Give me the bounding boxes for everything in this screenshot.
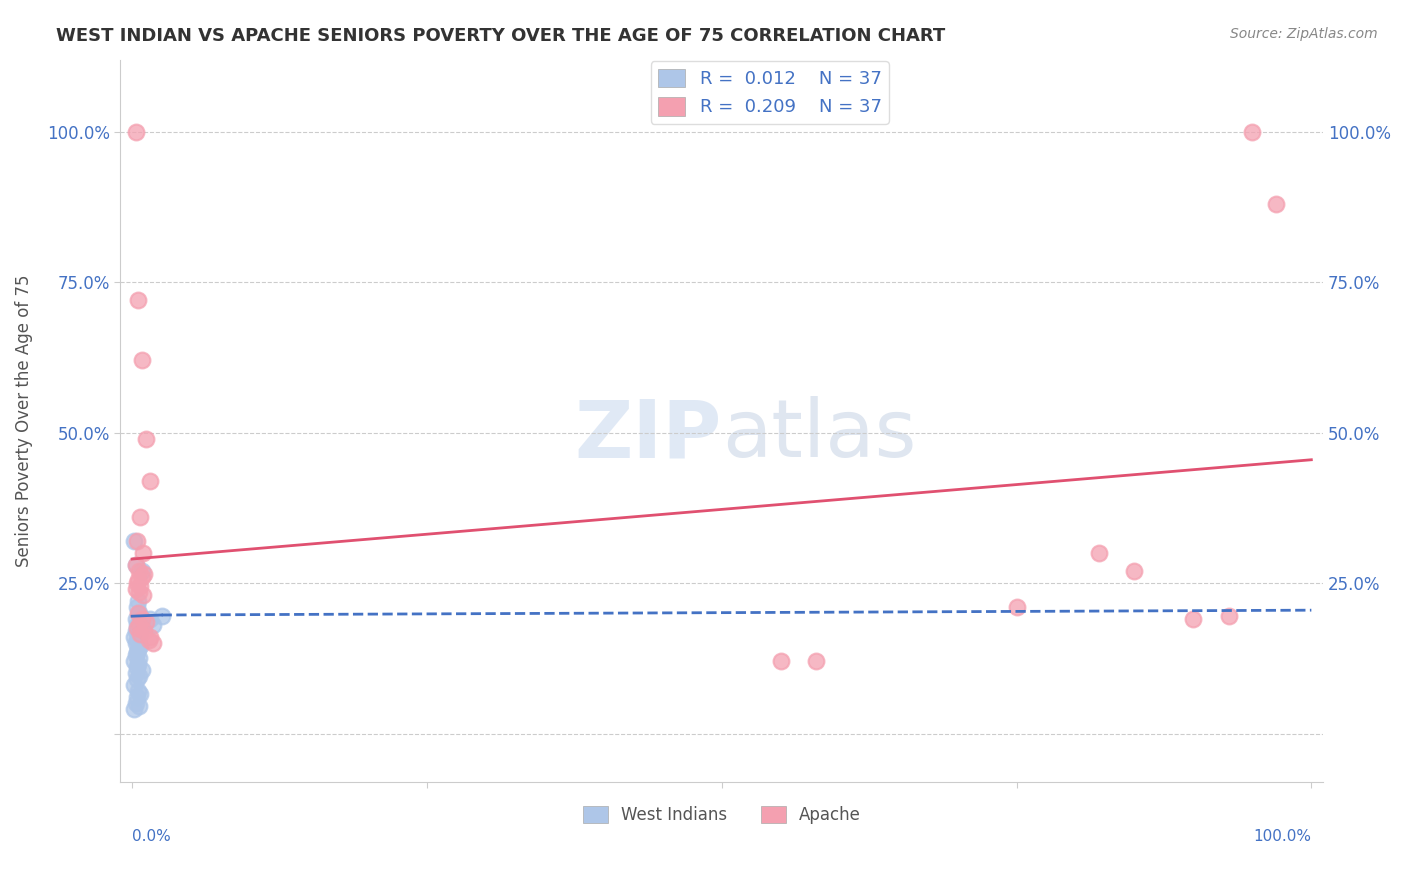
Point bbox=[135, 432, 157, 446]
Point bbox=[124, 125, 146, 139]
Point bbox=[142, 636, 165, 650]
Point bbox=[128, 651, 150, 665]
Point bbox=[131, 570, 153, 584]
Point bbox=[125, 673, 148, 687]
Point bbox=[124, 533, 146, 548]
Point bbox=[129, 627, 152, 641]
Point bbox=[128, 585, 150, 599]
Point bbox=[124, 558, 146, 572]
Point bbox=[131, 353, 153, 368]
Point bbox=[142, 618, 165, 632]
Point bbox=[124, 612, 146, 626]
Point bbox=[127, 606, 149, 620]
Point bbox=[128, 699, 150, 714]
Point bbox=[132, 588, 155, 602]
Point bbox=[139, 630, 162, 644]
Point bbox=[127, 594, 149, 608]
Point bbox=[1088, 546, 1111, 560]
Point bbox=[128, 606, 150, 620]
Point bbox=[132, 624, 155, 639]
Point bbox=[131, 564, 153, 578]
Point bbox=[124, 624, 146, 639]
Point bbox=[804, 654, 827, 668]
Point bbox=[125, 633, 148, 648]
Point bbox=[131, 612, 153, 626]
Point bbox=[127, 684, 149, 698]
Point bbox=[124, 636, 146, 650]
Point bbox=[128, 627, 150, 641]
Point bbox=[124, 648, 146, 663]
Point bbox=[125, 645, 148, 659]
Point bbox=[1005, 600, 1028, 615]
Point bbox=[127, 642, 149, 657]
Text: 0.0%: 0.0% bbox=[132, 829, 172, 844]
Point bbox=[138, 633, 160, 648]
Point bbox=[127, 657, 149, 672]
Point bbox=[127, 573, 149, 587]
Point bbox=[135, 615, 157, 630]
Point bbox=[128, 618, 150, 632]
Point bbox=[132, 546, 155, 560]
Point bbox=[139, 612, 162, 626]
Point bbox=[131, 664, 153, 678]
Point bbox=[125, 690, 148, 705]
Point bbox=[129, 579, 152, 593]
Point bbox=[150, 609, 173, 624]
Point bbox=[125, 621, 148, 635]
Point bbox=[124, 702, 146, 716]
Point bbox=[139, 474, 162, 488]
Point bbox=[1265, 197, 1288, 211]
Point bbox=[125, 576, 148, 591]
Point bbox=[124, 630, 146, 644]
Point bbox=[132, 567, 155, 582]
Point bbox=[124, 582, 146, 596]
Point bbox=[129, 640, 152, 654]
Point bbox=[129, 609, 152, 624]
Point bbox=[128, 564, 150, 578]
Point bbox=[128, 669, 150, 683]
Point bbox=[125, 660, 148, 674]
Point bbox=[124, 666, 146, 681]
Text: atlas: atlas bbox=[721, 396, 917, 474]
Point bbox=[124, 697, 146, 711]
Legend: West Indians, Apache: West Indians, Apache bbox=[576, 799, 868, 831]
Text: ZIP: ZIP bbox=[575, 396, 721, 474]
Point bbox=[124, 678, 146, 692]
Text: 100.0%: 100.0% bbox=[1253, 829, 1312, 844]
Point bbox=[1241, 125, 1264, 139]
Point bbox=[124, 558, 146, 572]
Point bbox=[127, 293, 149, 308]
Point bbox=[1218, 609, 1240, 624]
Point bbox=[1182, 612, 1205, 626]
Text: WEST INDIAN VS APACHE SENIORS POVERTY OVER THE AGE OF 75 CORRELATION CHART: WEST INDIAN VS APACHE SENIORS POVERTY OV… bbox=[56, 27, 945, 45]
Y-axis label: Seniors Poverty Over the Age of 75: Seniors Poverty Over the Age of 75 bbox=[15, 275, 32, 567]
Point bbox=[129, 510, 152, 524]
Point bbox=[125, 533, 148, 548]
Point bbox=[127, 621, 149, 635]
Point bbox=[125, 618, 148, 632]
Point bbox=[1123, 564, 1146, 578]
Point bbox=[769, 654, 792, 668]
Point bbox=[124, 654, 146, 668]
Point bbox=[125, 600, 148, 615]
Text: Source: ZipAtlas.com: Source: ZipAtlas.com bbox=[1230, 27, 1378, 41]
Point bbox=[129, 688, 152, 702]
